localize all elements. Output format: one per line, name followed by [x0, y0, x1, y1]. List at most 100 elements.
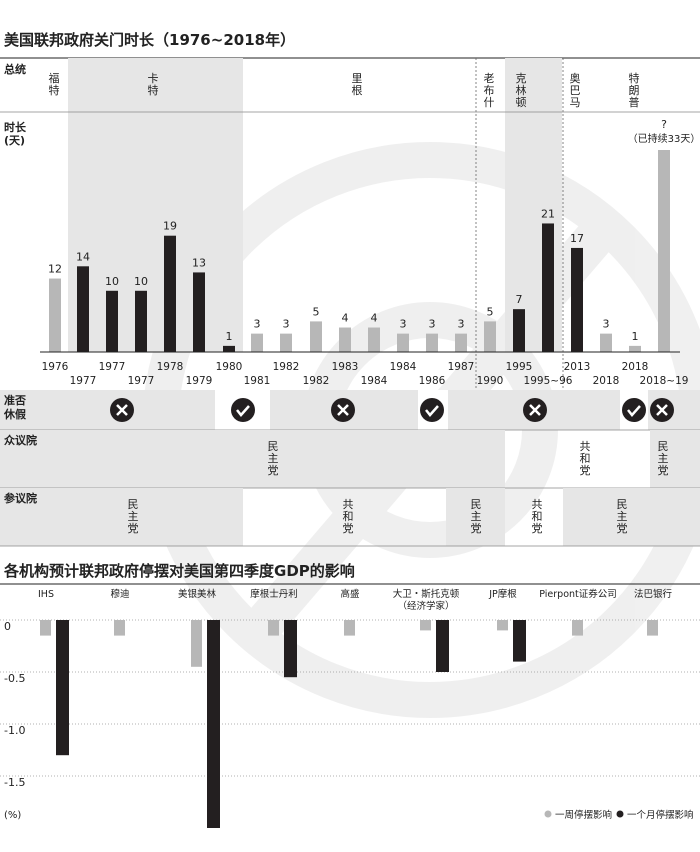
shutdown-bar: [49, 278, 61, 352]
year-label: 1978: [157, 361, 184, 373]
party-label: 党: [532, 522, 543, 535]
year-label: 1976: [42, 361, 69, 373]
bar-value-label: 14: [76, 250, 90, 263]
year-label: 2018~19: [640, 375, 689, 387]
bar-value-label: 19: [163, 220, 177, 233]
category-label: 美银美林: [178, 588, 217, 600]
party-label: 和: [580, 452, 591, 465]
president-name: 福: [49, 71, 60, 85]
president-name: 普: [629, 95, 640, 109]
party-label: 民: [471, 498, 482, 511]
shutdown-bar: [280, 333, 292, 352]
shutdown-bar: [455, 333, 467, 352]
shutdown-bar: [426, 333, 438, 352]
shutdown-bar: [658, 150, 670, 352]
year-label: 1982: [303, 375, 330, 387]
year-label: 1977: [70, 375, 97, 387]
party-label: 主: [658, 452, 669, 465]
year-label: 1982: [273, 361, 300, 373]
year-label: 1980: [216, 361, 243, 373]
shutdown-bar: [310, 321, 322, 352]
legend-label: 一周停摆影响: [555, 809, 612, 821]
gdp-impact-bar: [268, 620, 279, 636]
shutdown-bar: [629, 345, 641, 352]
year-label: 1987: [448, 361, 475, 373]
chart2-title: 各机构预计联邦政府停摆对美国第四季度GDP的影响: [3, 562, 355, 580]
party-label: 民: [268, 440, 279, 453]
category-label: IHS: [38, 589, 54, 600]
row-label-house: 众议院: [4, 433, 37, 447]
party-label: 民: [128, 498, 139, 511]
shutdown-bar: [223, 345, 235, 352]
check-icon: [420, 398, 444, 422]
shutdown-bar: [164, 235, 176, 352]
party-label: 共: [532, 498, 543, 511]
party-label: 主: [471, 510, 482, 523]
year-label: 1977: [99, 361, 126, 373]
gdp-impact-bar: [344, 620, 355, 636]
cross-icon: [110, 398, 134, 422]
bar-value-label: ?: [661, 118, 667, 131]
shutdown-bar: [106, 290, 118, 352]
president-name: 特: [148, 83, 159, 97]
house-dem-band: [0, 430, 505, 488]
year-label: 1984: [390, 361, 417, 373]
senate-dem-band: [446, 488, 505, 546]
president-name: 特: [629, 71, 640, 85]
bar-value-label: 7: [516, 293, 523, 306]
party-label: 党: [471, 522, 482, 535]
shutdown-bar: [135, 290, 147, 352]
bar-note: （已持续33天）: [628, 132, 700, 145]
president-name: 林: [516, 83, 527, 97]
bar-value-label: 21: [541, 207, 555, 220]
row-label-leave: 准否: [4, 393, 26, 407]
party-label: 党: [580, 464, 591, 477]
party-label: 党: [343, 522, 354, 535]
legend: 一周停摆影响 一个月停摆影响: [544, 809, 694, 821]
year-label: 1990: [477, 375, 504, 387]
legend-swatch: [544, 810, 552, 818]
category-label: 大卫・斯托克顿: [393, 588, 460, 600]
bar-value-label: 1: [226, 330, 233, 343]
president-name: 里: [352, 72, 363, 85]
category-label: 高盛: [340, 588, 360, 600]
cross-icon: [331, 398, 355, 422]
shutdown-bar: [251, 333, 263, 352]
year-label: 1995~96: [524, 375, 573, 387]
gdp-impact-bar: [207, 620, 220, 828]
cross-icon: [650, 398, 674, 422]
y-tick-label: -0.5: [4, 672, 25, 685]
party-label: 主: [617, 510, 628, 523]
gdp-impact-bar: [56, 620, 69, 756]
row-label-leave: 休假: [3, 407, 27, 421]
party-label: 和: [532, 510, 543, 523]
president-name: 卡: [148, 72, 159, 85]
bar-value-label: 10: [134, 275, 148, 288]
year-label: 1986: [419, 375, 446, 387]
gdp-impact-bar: [436, 620, 449, 672]
gdp-impact-bar: [572, 620, 583, 636]
bar-value-label: 5: [487, 305, 494, 318]
bar-value-label: 1: [632, 330, 639, 343]
bar-value-label: 3: [400, 318, 407, 331]
bar-value-label: 3: [458, 318, 465, 331]
president-name: 巴: [570, 84, 581, 97]
year-label: 2018: [593, 375, 620, 387]
cross-icon: [523, 398, 547, 422]
year-label: 1979: [186, 375, 213, 387]
shutdown-bar: [513, 309, 525, 352]
president-name: 特: [49, 83, 60, 97]
legend-swatch: [616, 810, 624, 818]
category-label: 摩根士丹利: [250, 588, 298, 600]
row-label-duration: 时长(天): [4, 120, 27, 147]
gdp-impact-bar: [114, 620, 125, 636]
party-label: 主: [268, 452, 279, 465]
bar-value-label: 3: [254, 318, 261, 331]
bar-value-label: 3: [429, 318, 436, 331]
year-label: 2013: [564, 361, 591, 373]
bar-value-label: 17: [570, 232, 584, 245]
